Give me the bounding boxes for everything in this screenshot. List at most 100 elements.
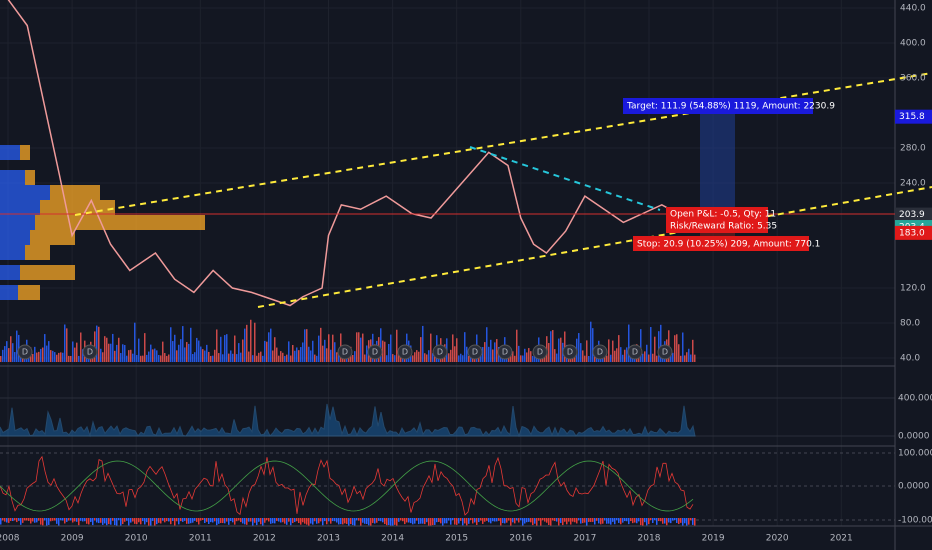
volume-bar bbox=[312, 340, 314, 362]
volume-bar bbox=[250, 319, 252, 362]
indicator-bar bbox=[576, 518, 578, 524]
volume-bar bbox=[322, 345, 324, 362]
indicator-bar bbox=[688, 518, 690, 525]
indicator-bar bbox=[476, 518, 478, 525]
indicator-bar bbox=[40, 518, 42, 525]
indicator-bar bbox=[156, 518, 158, 525]
volume-bar bbox=[246, 324, 248, 362]
indicator-bar bbox=[588, 518, 590, 522]
volume-bar bbox=[306, 329, 308, 362]
indicator-bar bbox=[574, 518, 576, 523]
indicator-bar bbox=[414, 518, 416, 524]
indicator-bar bbox=[212, 518, 214, 523]
volume-bar bbox=[466, 346, 468, 362]
indicator-bar bbox=[424, 518, 426, 525]
volume-bar bbox=[470, 355, 472, 362]
volume-bar bbox=[510, 354, 512, 362]
dividend-marker bbox=[532, 344, 548, 360]
trend-line bbox=[74, 72, 932, 216]
indicator-bar bbox=[398, 518, 400, 522]
volume-profile-bar bbox=[0, 200, 40, 215]
volume-bar bbox=[520, 355, 522, 362]
volume-bar bbox=[514, 355, 516, 362]
volume-bar bbox=[652, 353, 654, 362]
indicator-bar bbox=[22, 518, 24, 523]
price-tag-bg bbox=[895, 207, 932, 222]
indicator-bar bbox=[174, 518, 176, 526]
indicator-bar bbox=[670, 518, 672, 524]
indicator-bar bbox=[474, 518, 476, 523]
volume-bar bbox=[512, 351, 514, 362]
indicator-bar bbox=[350, 518, 352, 525]
volume-bar bbox=[268, 332, 270, 362]
dividend-marker bbox=[367, 344, 383, 360]
volume-bar bbox=[396, 329, 398, 362]
indicator-bar bbox=[114, 518, 116, 526]
volume-bar bbox=[462, 355, 464, 362]
volume-bar bbox=[316, 355, 318, 362]
indicator-bar bbox=[218, 518, 220, 524]
indicator-bar bbox=[692, 518, 694, 525]
volume-bar bbox=[366, 345, 368, 362]
indicator-bar bbox=[674, 518, 676, 521]
volume-bar bbox=[684, 355, 686, 362]
volume-bar bbox=[458, 355, 460, 362]
indicator-bar bbox=[378, 518, 380, 521]
time-tick-label: 2013 bbox=[317, 534, 340, 544]
indicator-bar bbox=[182, 518, 184, 522]
volume-bar bbox=[426, 354, 428, 362]
indicator-bar bbox=[78, 518, 80, 526]
indicator-bar bbox=[118, 518, 120, 521]
volume-bar bbox=[8, 348, 10, 362]
indicator-bar bbox=[520, 518, 522, 521]
dividend-marker bbox=[497, 344, 513, 360]
volume-bar bbox=[382, 340, 384, 362]
volume-bar bbox=[650, 327, 652, 362]
volume-bar bbox=[126, 355, 128, 362]
indicator-bar bbox=[66, 518, 68, 522]
volume-bar bbox=[128, 350, 130, 362]
indicator-bar bbox=[534, 518, 536, 524]
volume-bar bbox=[158, 354, 160, 362]
dividend-letter: D bbox=[502, 348, 508, 357]
indicator-bar bbox=[542, 518, 544, 521]
indicator-bar bbox=[480, 518, 482, 521]
volume-bar bbox=[6, 341, 8, 362]
indicator-bar bbox=[572, 518, 574, 522]
indicator-bar bbox=[12, 518, 14, 522]
indicator-bar bbox=[404, 518, 406, 525]
price-tick-label: 120.0 bbox=[900, 284, 926, 294]
volume-profile-bar bbox=[50, 185, 100, 200]
indicator-bar bbox=[578, 518, 580, 521]
indicator-bar bbox=[660, 518, 662, 522]
target-bg bbox=[623, 98, 813, 114]
volume-bar bbox=[468, 355, 470, 362]
indicator-bar bbox=[136, 518, 138, 525]
indicator-bar bbox=[432, 518, 434, 526]
volume-bar bbox=[294, 350, 296, 362]
volume-bar bbox=[280, 351, 282, 362]
indicator-bar bbox=[606, 518, 608, 524]
volume-bar bbox=[16, 330, 18, 362]
indicator-bar bbox=[694, 518, 696, 526]
volume-bar bbox=[182, 326, 184, 362]
volume-bar bbox=[644, 351, 646, 362]
indicator-bar bbox=[498, 518, 500, 521]
indicator-bar bbox=[380, 518, 382, 522]
indicator-bar bbox=[336, 518, 338, 523]
volume-bar bbox=[418, 351, 420, 362]
volume-bar bbox=[12, 343, 14, 362]
volume-bar bbox=[690, 354, 692, 362]
price-tag: 203.9 bbox=[895, 207, 932, 222]
indicator-bar bbox=[82, 518, 84, 522]
indicator-bar bbox=[470, 518, 472, 521]
volume-bar bbox=[110, 343, 112, 362]
indicator-bar bbox=[556, 518, 558, 522]
volume-profile-bar bbox=[0, 170, 25, 185]
indicator-bar bbox=[282, 518, 284, 523]
indicator-bar bbox=[622, 518, 624, 523]
indicator-bar bbox=[408, 518, 410, 523]
volume-bar bbox=[360, 337, 362, 362]
indicator-bar bbox=[58, 518, 60, 526]
